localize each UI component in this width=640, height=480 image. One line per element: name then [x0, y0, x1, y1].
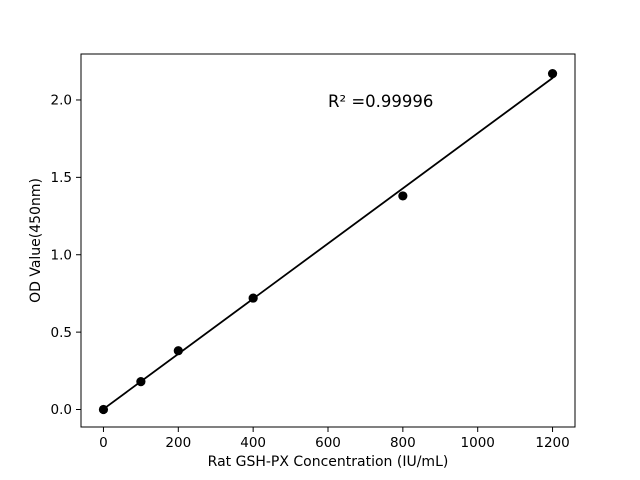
- data-point: [173, 346, 183, 356]
- y-tick-label: 1.5: [51, 170, 72, 186]
- y-tick-label: 2.0: [51, 93, 72, 109]
- x-tick-label: 600: [315, 435, 341, 451]
- y-axis-label: OD Value(450nm): [28, 178, 44, 303]
- x-tick-label: 400: [240, 435, 266, 451]
- data-point: [248, 293, 258, 303]
- y-tick-label: 1.0: [51, 247, 72, 263]
- x-tick-label: 1000: [461, 435, 495, 451]
- y-tick-label: 0.5: [51, 325, 72, 341]
- plot-area: 0 200 400 600 800 1000 1200 0.0 0.5 1.0 1.5 2.0: [51, 53, 576, 451]
- data-point: [398, 191, 408, 201]
- x-tick-label: 200: [165, 435, 191, 451]
- fit-line: [102, 77, 554, 410]
- data-point: [136, 377, 146, 387]
- x-axis-label: Rat GSH-PX Concentration (IU/mL): [208, 454, 449, 470]
- y-tick-label: 0.0: [51, 402, 72, 418]
- x-tick-label: 800: [390, 435, 416, 451]
- r-squared-annotation: R² =0.99996: [328, 92, 433, 111]
- x-tick-label: 0: [99, 435, 108, 451]
- x-tick-label: 1200: [535, 435, 569, 451]
- data-point: [547, 69, 558, 79]
- data-point: [98, 404, 109, 415]
